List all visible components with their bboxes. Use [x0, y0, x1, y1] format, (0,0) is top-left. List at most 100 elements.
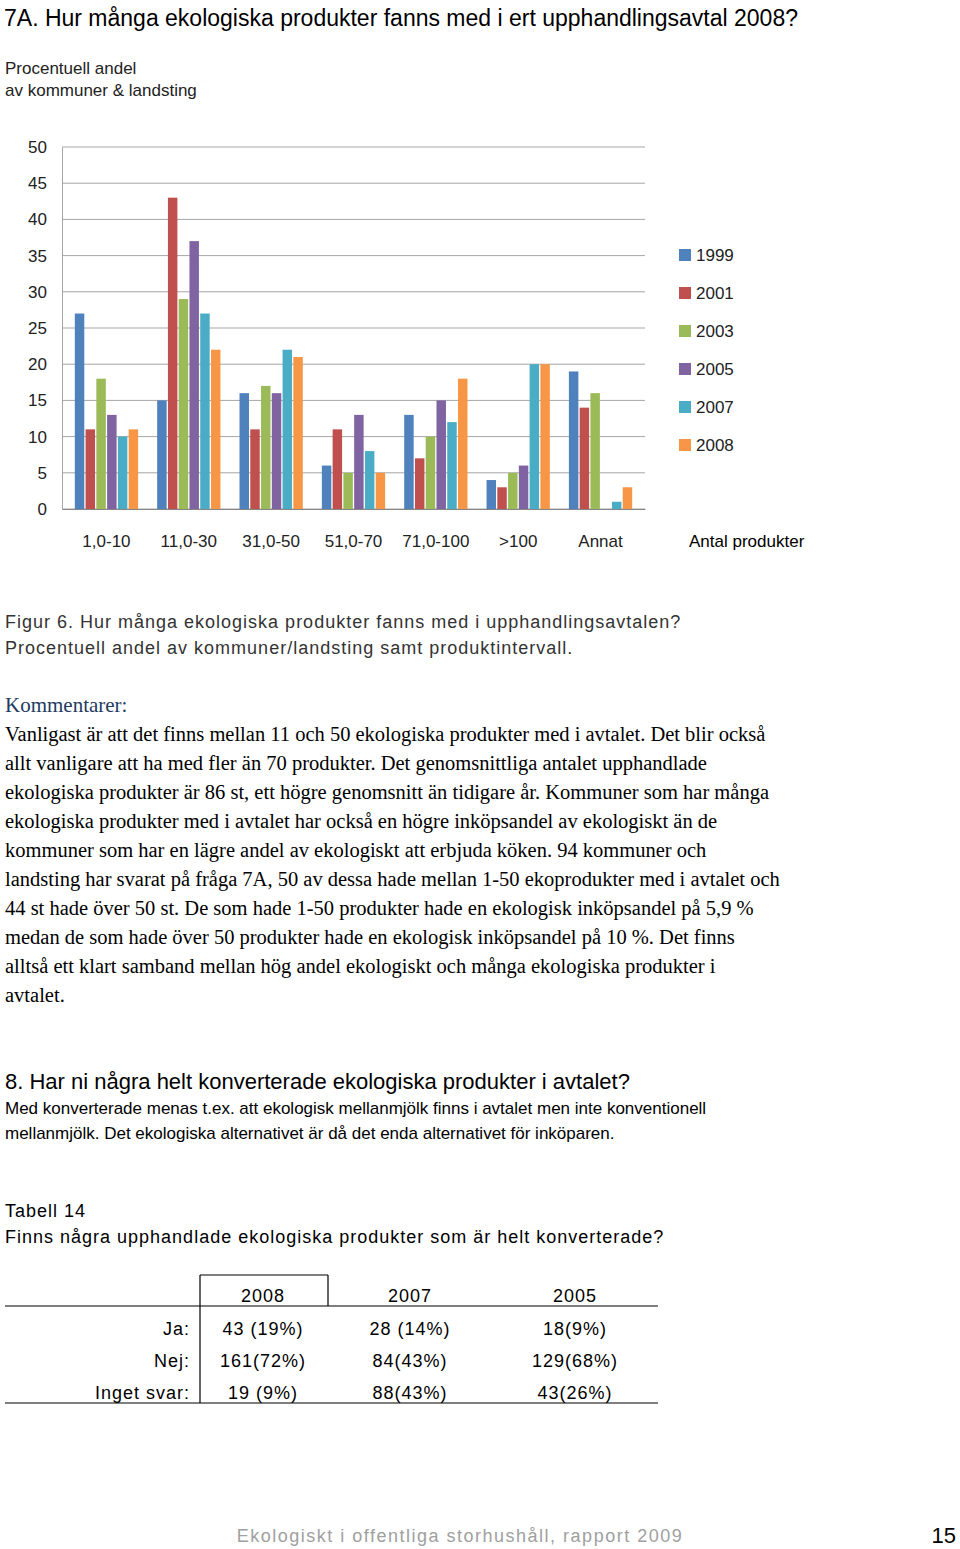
- legend-swatch: [679, 439, 691, 451]
- bar: [250, 429, 259, 509]
- tick: 31,0-50: [242, 509, 300, 551]
- table-cell: 129(68%): [532, 1351, 618, 1371]
- tick-label: 51,0-70: [325, 532, 383, 551]
- bar: [447, 422, 456, 509]
- table-rule: [327, 1275, 328, 1306]
- tick-label: 35: [28, 247, 47, 266]
- bar: [118, 437, 127, 509]
- y-axis: 05101520253035404550: [28, 138, 62, 519]
- table-rule: [200, 1274, 328, 1275]
- bar: [189, 241, 198, 509]
- bar: [569, 371, 578, 509]
- bar: [107, 415, 116, 509]
- chart: 051015202530354045501,0-1011,0-3031,0-50…: [28, 138, 645, 551]
- tick-label: 20: [28, 355, 47, 374]
- legend-label: 1999: [696, 246, 734, 265]
- table-cell: 84(43%): [372, 1351, 447, 1371]
- bar: [333, 429, 342, 509]
- paragraph-line: mellanmjölk. Det ekologiska alternativet…: [5, 1124, 615, 1143]
- tick-label: 1,0-10: [82, 532, 130, 551]
- tick-label: 10: [28, 428, 47, 447]
- bar: [240, 393, 249, 509]
- bar: [96, 379, 105, 509]
- tick: 10: [28, 428, 62, 447]
- page-number: 15: [932, 1523, 956, 1548]
- tick-label: 11,0-30: [161, 532, 217, 551]
- tick-label: 50: [28, 138, 47, 157]
- table-cell: 88(43%): [372, 1383, 447, 1403]
- paragraph-line: medan de som hade över 50 produkter hade…: [5, 926, 735, 949]
- bar: [530, 364, 539, 509]
- table-cell: 43 (19%): [222, 1319, 303, 1339]
- tick-label: 15: [28, 391, 47, 410]
- y-axis-title: Procentuell andel: [5, 59, 136, 78]
- x-axis-title: Antal produkter: [689, 532, 805, 551]
- axis-line: [62, 148, 63, 510]
- row-label: Inget svar:: [95, 1383, 190, 1403]
- bar: [129, 429, 138, 509]
- paragraph-line: kommuner som har en lägre andel av ekolo…: [5, 839, 706, 862]
- legend-swatch: [679, 249, 691, 261]
- bar: [272, 393, 281, 509]
- grid-line: [62, 509, 645, 510]
- bar: [343, 473, 352, 509]
- legend-swatch: [679, 325, 691, 337]
- bar: [376, 473, 385, 509]
- tick: 71,0-100: [402, 509, 469, 551]
- bar: [200, 314, 209, 509]
- tick-label: 0: [38, 500, 47, 519]
- bar: [261, 386, 270, 509]
- tick-label: 71,0-100: [402, 532, 469, 551]
- bar: [283, 350, 292, 509]
- bar: [86, 429, 95, 509]
- legend-label: 2001: [696, 284, 734, 303]
- bar: [168, 198, 177, 509]
- legend-label: 2003: [696, 322, 734, 341]
- bar: [354, 415, 363, 509]
- comments-heading: Kommentarer:: [5, 693, 127, 717]
- tick: 30: [28, 283, 62, 302]
- tick: 50: [28, 138, 62, 157]
- tick: 40: [28, 210, 62, 229]
- table-label: Tabell 14: [5, 1201, 86, 1221]
- figure-caption: Procentuell andel av kommuner/landsting …: [5, 638, 573, 658]
- legend: 199920012003200520072008: [679, 246, 734, 455]
- bar: [436, 400, 445, 509]
- bar: [293, 357, 302, 509]
- bar: [75, 314, 84, 509]
- bar: [458, 379, 467, 509]
- tick-label: 31,0-50: [242, 532, 300, 551]
- paragraph-line: Vanligast är att det finns mellan 11 och…: [5, 723, 765, 746]
- tick-label: 40: [28, 210, 47, 229]
- bar: [157, 400, 166, 509]
- table-cell: 161(72%): [220, 1351, 306, 1371]
- axis-line: [63, 509, 646, 510]
- tick: Annat: [578, 509, 623, 551]
- table-cell: 18(9%): [543, 1319, 607, 1339]
- table-cell: 43(26%): [537, 1383, 612, 1403]
- bar: [497, 487, 506, 509]
- table-caption: Finns några upphandlade ekologiska produ…: [5, 1227, 664, 1247]
- bar: [580, 408, 589, 509]
- paragraph-line: avtalet.: [5, 984, 65, 1006]
- paragraph-line: ekologiska produkter med i avtalet har o…: [5, 810, 717, 833]
- legend-swatch: [679, 401, 691, 413]
- bar: [415, 458, 424, 509]
- bar: [519, 466, 528, 509]
- legend-swatch: [679, 287, 691, 299]
- bar: [612, 502, 621, 509]
- footer: Ekologiskt i offentliga storhushåll, rap…: [237, 1526, 683, 1546]
- series: [118, 314, 622, 509]
- x-axis: 1,0-1011,0-3031,0-5051,0-7071,0-100>100A…: [63, 509, 646, 551]
- tick-label: 5: [38, 464, 47, 483]
- table-rule: [199, 1275, 200, 1403]
- tick-label: Annat: [578, 532, 623, 551]
- row-label: Ja:: [163, 1319, 190, 1339]
- row-label: Nej:: [154, 1351, 190, 1371]
- page: 7A. Hur många ekologiska produkter fanns…: [0, 0, 960, 1549]
- grid-line: [62, 255, 645, 256]
- paragraph-line: ekologiska produkter är 86 st, ett högre…: [5, 781, 769, 804]
- tick-label: 30: [28, 283, 47, 302]
- paragraph-line: landsting har svarat på fråga 7A, 50 av …: [5, 868, 780, 891]
- tick: 35: [28, 247, 62, 266]
